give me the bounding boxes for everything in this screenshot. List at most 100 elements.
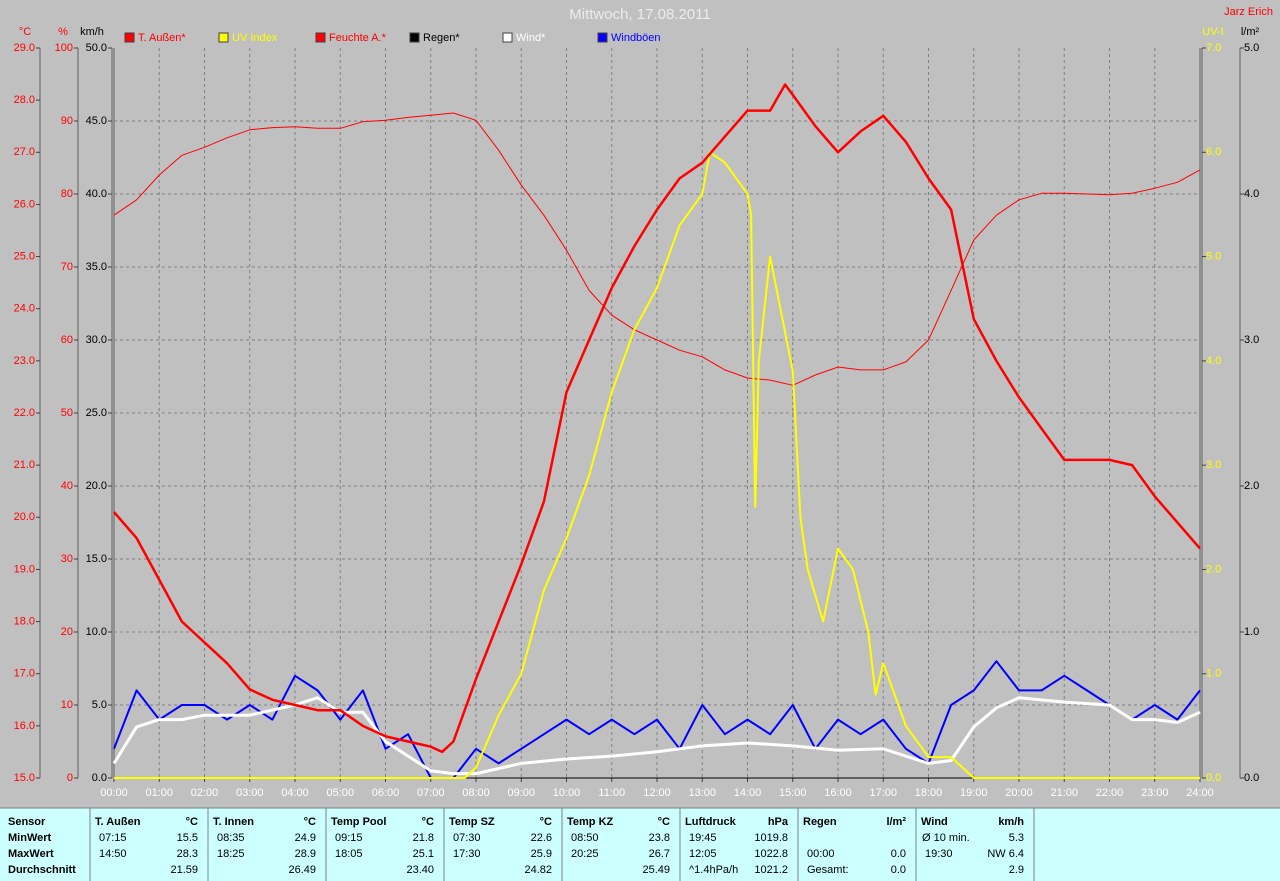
cell-value: 1021.2 bbox=[754, 864, 788, 876]
group-unit: °C bbox=[422, 816, 434, 828]
row-label: MinWert bbox=[8, 832, 52, 844]
cell-value: 15.5 bbox=[177, 832, 198, 844]
y-tick-label: 4.0 bbox=[1244, 188, 1259, 200]
x-tick-label: 15:00 bbox=[779, 787, 807, 799]
y-axis-unit: l/m² bbox=[1241, 26, 1260, 38]
x-tick-label: 13:00 bbox=[688, 787, 716, 799]
legend-swatch bbox=[597, 32, 608, 43]
group-unit: °C bbox=[304, 816, 316, 828]
row-label: Sensor bbox=[8, 816, 46, 828]
y-tick-label: 20.0 bbox=[86, 480, 107, 492]
cell-time: 20:25 bbox=[571, 848, 599, 860]
x-tick-label: 16:00 bbox=[824, 787, 852, 799]
y-tick-label: 25.0 bbox=[14, 250, 35, 262]
group-name: T. Außen bbox=[95, 816, 141, 828]
legend-label: Regen* bbox=[423, 32, 460, 44]
cell-value: 23.40 bbox=[406, 864, 434, 876]
y-tick-label: 28.0 bbox=[14, 94, 35, 106]
y-axis-unit: % bbox=[58, 26, 68, 38]
y-tick-label: 18.0 bbox=[14, 615, 35, 627]
y-tick-label: 40 bbox=[61, 480, 73, 492]
series-line bbox=[113, 83, 1201, 754]
cell-time: 17:30 bbox=[453, 848, 481, 860]
y-tick-label: 45.0 bbox=[86, 115, 107, 127]
y-tick-label: 5.0 bbox=[1206, 250, 1221, 262]
cell-time: 08:50 bbox=[571, 832, 599, 844]
cell-time: Gesamt: bbox=[807, 864, 849, 876]
cell-time: 07:15 bbox=[99, 832, 127, 844]
x-tick-label: 05:00 bbox=[326, 787, 354, 799]
legend-label: Feuchte A.* bbox=[329, 32, 387, 44]
cell-time: 19:30 bbox=[925, 848, 953, 860]
y-tick-label: 30.0 bbox=[86, 334, 107, 346]
y-tick-label: 16.0 bbox=[14, 720, 35, 732]
y-tick-label: 50 bbox=[61, 407, 73, 419]
y-tick-label: 0.0 bbox=[1244, 772, 1259, 784]
y-tick-label: 7.0 bbox=[1206, 42, 1221, 54]
cell-value: 1019.8 bbox=[754, 832, 788, 844]
group-name: Regen bbox=[803, 816, 837, 828]
cell-value: NW 6.4 bbox=[987, 848, 1024, 860]
group-unit: °C bbox=[186, 816, 198, 828]
cell-value: 24.9 bbox=[295, 832, 316, 844]
legend-swatch bbox=[315, 32, 326, 43]
cell-time: 09:15 bbox=[335, 832, 363, 844]
y-tick-label: 70 bbox=[61, 261, 73, 273]
cell-value: 25.9 bbox=[531, 848, 552, 860]
cell-value: 21.8 bbox=[413, 832, 434, 844]
chart-title: Mittwoch, 17.08.2011 bbox=[569, 6, 710, 23]
y-tick-label: 35.0 bbox=[86, 261, 107, 273]
cell-time: 14:50 bbox=[99, 848, 127, 860]
cell-time: 19:45 bbox=[689, 832, 717, 844]
group-name: Temp SZ bbox=[449, 816, 495, 828]
y-tick-label: 15.0 bbox=[14, 772, 35, 784]
group-name: Wind bbox=[921, 816, 948, 828]
y-tick-label: 10.0 bbox=[86, 626, 107, 638]
y-tick-label: 1.0 bbox=[1244, 626, 1259, 638]
legend-swatch bbox=[409, 32, 420, 43]
cell-value: 5.3 bbox=[1009, 832, 1024, 844]
x-tick-label: 12:00 bbox=[643, 787, 671, 799]
legend-label: Windböen bbox=[611, 32, 661, 44]
legend-swatch bbox=[502, 32, 513, 43]
series-line bbox=[112, 696, 1201, 776]
cell-value: 0.0 bbox=[891, 848, 906, 860]
legend-label: T. Außen* bbox=[138, 32, 186, 44]
group-name: Luftdruck bbox=[685, 816, 737, 828]
cell-time: Ø 10 min. bbox=[922, 832, 970, 844]
y-tick-label: 0 bbox=[67, 772, 73, 784]
y-tick-label: 15.0 bbox=[86, 553, 107, 565]
x-tick-label: 17:00 bbox=[869, 787, 897, 799]
y-tick-label: 90 bbox=[61, 115, 73, 127]
cell-value: 26.49 bbox=[288, 864, 316, 876]
cell-value: 28.3 bbox=[177, 848, 198, 860]
cell-value: 24.82 bbox=[524, 864, 552, 876]
cell-value: 22.6 bbox=[531, 832, 552, 844]
x-tick-label: 03:00 bbox=[236, 787, 264, 799]
cell-time: 08:35 bbox=[217, 832, 245, 844]
row-label: MaxWert bbox=[8, 848, 54, 860]
y-tick-label: 23.0 bbox=[14, 355, 35, 367]
y-tick-label: 4.0 bbox=[1206, 355, 1221, 367]
series-line bbox=[113, 660, 1201, 779]
x-tick-label: 21:00 bbox=[1050, 787, 1078, 799]
y-axis-unit: km/h bbox=[80, 26, 104, 38]
cell-time: 00:00 bbox=[807, 848, 835, 860]
group-unit: °C bbox=[540, 816, 552, 828]
y-tick-label: 5.0 bbox=[1244, 42, 1259, 54]
y-tick-label: 50.0 bbox=[86, 42, 107, 54]
x-tick-label: 11:00 bbox=[598, 787, 625, 799]
cell-time: 18:05 bbox=[335, 848, 363, 860]
y-tick-label: 10 bbox=[61, 699, 73, 711]
group-unit: °C bbox=[658, 816, 670, 828]
y-tick-label: 40.0 bbox=[86, 188, 107, 200]
x-tick-label: 00:00 bbox=[100, 787, 128, 799]
y-tick-label: 6.0 bbox=[1206, 146, 1221, 158]
y-tick-label: 26.0 bbox=[14, 198, 35, 210]
x-tick-label: 10:00 bbox=[553, 787, 581, 799]
y-tick-label: 2.0 bbox=[1206, 563, 1221, 575]
cell-value: 26.7 bbox=[649, 848, 670, 860]
y-tick-label: 60 bbox=[61, 334, 73, 346]
author: Jarz Erich bbox=[1224, 6, 1273, 18]
